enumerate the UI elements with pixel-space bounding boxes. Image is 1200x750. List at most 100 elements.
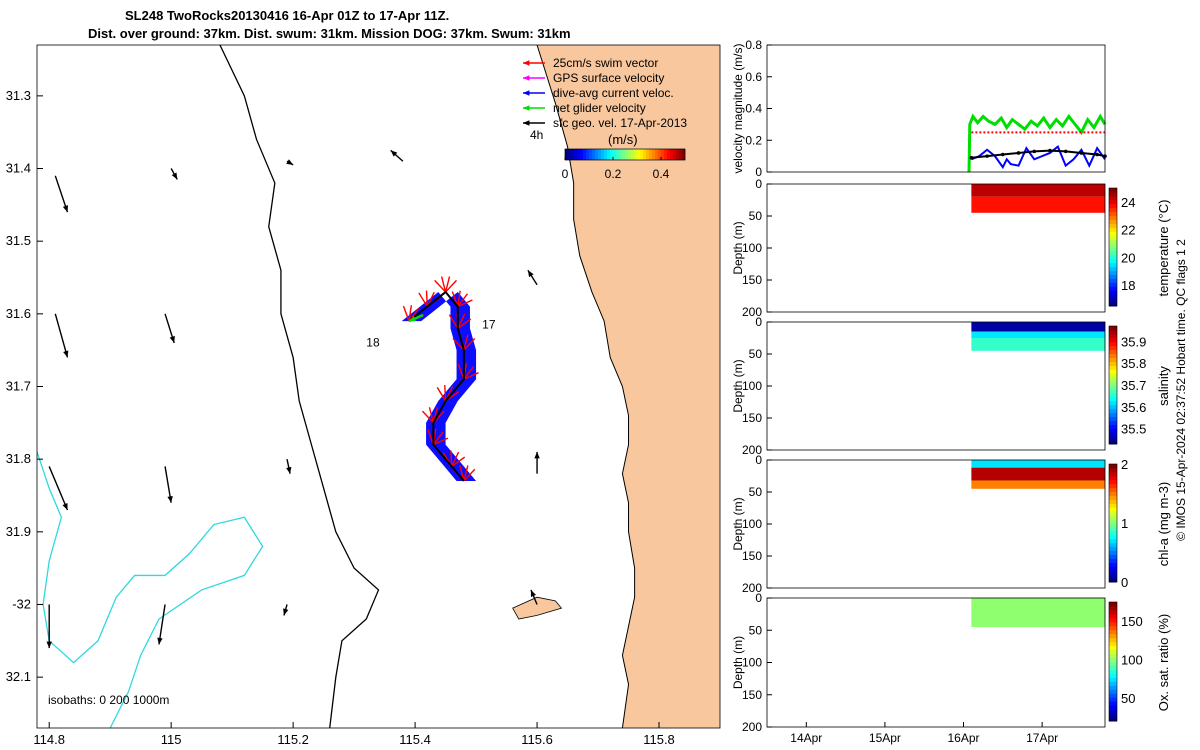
salinity-section-colorbar-cell-13 (1109, 388, 1117, 394)
chla-section-layer-1 (971, 467, 1105, 481)
panel-1-y-tick-label-4: 200 (742, 305, 762, 319)
oxygen-section-colorbar-cell-4 (1109, 701, 1117, 706)
oxygen-section-colorbar-cell-2 (1109, 709, 1117, 714)
swim-vector-5-3 (463, 372, 479, 380)
temperature-section-colorbar-cell-12 (1109, 254, 1117, 260)
temperature-section-colorbar-cell-6 (1109, 278, 1117, 283)
salinity-section-colorbar-cell-17 (1109, 373, 1117, 378)
panel-1-y-tick-label-2: 100 (742, 241, 762, 255)
map-colorbar-tick-label-0: 0 (562, 167, 569, 181)
legend-arrow-0-head (523, 60, 530, 66)
oxygen-section-colorbar-cell-11 (1109, 673, 1117, 678)
salinity-section-panel: 0 50 100 150 200 Depth (m) 35.5 35.6 35.7 35.8 35.… (731, 315, 1171, 457)
sfc-vector-4 (54, 313, 69, 358)
salinity-section-colorbar-cell-24 (1109, 345, 1117, 351)
swim-vector-8-1 (457, 290, 461, 307)
map-y-tick-label-7: -32 (12, 596, 31, 611)
temperature-section-colorbar-cell-2 (1109, 294, 1117, 299)
chla-section-colorbar-cell-21 (1109, 495, 1117, 500)
temperature-section-colorbar-tick-1: 20 (1121, 250, 1135, 265)
salinity-section-layer-2 (971, 338, 1105, 351)
oxygen-section-layer-0 (971, 598, 1105, 628)
map-colorbar-cell-20 (625, 149, 629, 160)
panel-2-y-tick-label-2: 100 (742, 379, 762, 393)
velocity-point-2-4 (1032, 149, 1037, 154)
temperature-section-colorbar-cell-11 (1109, 258, 1117, 264)
map-colorbar-cell-0 (565, 149, 569, 160)
oxygen-section-colorbar-cell-8 (1109, 685, 1117, 690)
temperature-section-colorbar-frame (1108, 187, 1118, 307)
oxygen-section-colorbar-tick-2: 150 (1121, 614, 1143, 629)
temperature-section-colorbar-cell-15 (1109, 243, 1117, 248)
map-colorbar-cell-25 (640, 149, 644, 160)
chla-section-colorbar-cell-1 (1109, 574, 1117, 579)
oxygen-section-colorbar-cell-25 (1109, 617, 1117, 623)
map-colorbar-cell-10 (595, 149, 599, 160)
sfc-vector-3-head (390, 150, 398, 157)
salinity-section-colorbar-cell-4 (1109, 424, 1117, 429)
salinity-section-colorbar-cell-7 (1109, 412, 1117, 417)
map-colorbar-cell-13 (604, 149, 608, 160)
land (537, 45, 720, 728)
map-colorbar-cell-39 (682, 149, 686, 160)
chla-section-colorbar-cell-16 (1109, 515, 1117, 520)
oxygen-section-panel: 0 50 100 150 200 Depth (m) 50 100 150 Ox. sat. ra… (731, 591, 1171, 734)
oxygen-section-colorbar-cell-23 (1109, 625, 1117, 631)
temperature-section-panel: 0 50 100 150 200 Depth (m) 18 20 22 24 temperature… (731, 177, 1171, 319)
sfc-vector-1-head (171, 172, 178, 180)
temperature-section-colorbar-cell-1 (1109, 298, 1117, 303)
panel-3-y-tick-label-3: 150 (742, 549, 762, 563)
map-colorbar-cell-19 (622, 149, 626, 160)
map-colorbar-cell-16 (613, 149, 617, 160)
sfc-vector-14-head (530, 589, 536, 597)
swim-vector-4-0 (436, 387, 447, 402)
sfc-vector-7 (48, 466, 69, 511)
velocity-point-2-3 (1016, 151, 1021, 155)
map-y-tick-label-3: 31.6 (6, 306, 31, 321)
panel-0-y-tick-label-0: 0 (755, 165, 762, 179)
legend-label-0: 25cm/s swim vector (553, 56, 658, 70)
chla-section-colorbar-cell-22 (1109, 491, 1117, 496)
temperature-section-colorbar-cell-8 (1109, 270, 1117, 276)
velocity-point-2-6 (1063, 149, 1068, 154)
time-tick-label-3: 17Apr (1026, 731, 1058, 745)
sfc-vector-11-head (46, 641, 52, 649)
temperature-section-colorbar-cell-3 (1109, 290, 1117, 295)
chla-section-colorbar-cell-17 (1109, 511, 1117, 516)
credit: © IMOS 15-Apr-2024 02:37:52 Hobart time.… (1174, 239, 1188, 541)
time-tick-label-1: 15Apr (869, 731, 901, 745)
panel-2-y-tick-label-4: 200 (742, 443, 762, 457)
glider-track (408, 290, 465, 482)
panel-2-y-tick-label-1: 50 (749, 347, 763, 361)
oxygen-section-colorbar-cell-14 (1109, 661, 1117, 666)
map-colorbar-cell-1 (568, 149, 572, 160)
isobath-1000m (37, 451, 264, 728)
swim-vector-1-2 (451, 451, 460, 467)
velocity-point-2-1 (985, 154, 989, 158)
swim-vector-2-3 (433, 437, 449, 446)
sfc-vector-2-head (286, 159, 294, 165)
swim-vector-1-1 (450, 450, 453, 467)
map-colorbar-cell-33 (664, 149, 668, 160)
map-colorbar-cell-6 (583, 149, 587, 160)
chla-section-colorbar-cell-20 (1109, 499, 1117, 504)
map-colorbar-cell-24 (637, 149, 641, 160)
map-colorbar-cell-2 (571, 149, 575, 160)
oxygen-section-colorbar-cell-12 (1109, 669, 1117, 674)
salinity-section-colorbar-cell-12 (1109, 392, 1117, 398)
temperature-section-colorbar-cell-18 (1109, 231, 1117, 236)
swim-vector-0-1 (459, 465, 465, 482)
map-colorbar-cell-17 (616, 149, 620, 160)
sfc-vector-6-head (527, 270, 534, 278)
oxygen-section-colorbar-cell-19 (1109, 641, 1117, 647)
velocity-series-1 (970, 144, 1106, 170)
temperature-section-colorbar-cell-16 (1109, 239, 1117, 244)
oxygen-section-colorbar-cell-26 (1109, 613, 1117, 619)
map-colorbar-cell-37 (676, 149, 680, 160)
panel-2-ylabel: Depth (m) (731, 359, 745, 412)
temperature-section-colorbar-cell-20 (1109, 223, 1117, 228)
salinity-section-colorbar-cell-19 (1109, 365, 1117, 370)
oxygen-section-colorbar-cell-0 (1109, 717, 1117, 722)
salinity-section-colorbar-tick-0: 35.5 (1121, 422, 1146, 437)
